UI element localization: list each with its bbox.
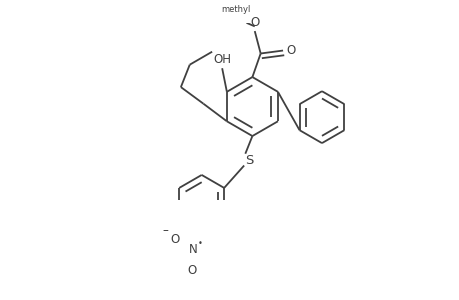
Text: N: N <box>189 243 197 256</box>
Text: –: – <box>162 224 168 237</box>
Text: O: O <box>169 233 179 246</box>
Text: O: O <box>286 44 295 57</box>
Text: •: • <box>198 239 202 248</box>
Text: O: O <box>250 16 259 29</box>
Text: methyl: methyl <box>221 5 250 14</box>
Text: S: S <box>244 154 252 167</box>
Text: OH: OH <box>213 53 231 67</box>
Text: O: O <box>187 264 196 277</box>
